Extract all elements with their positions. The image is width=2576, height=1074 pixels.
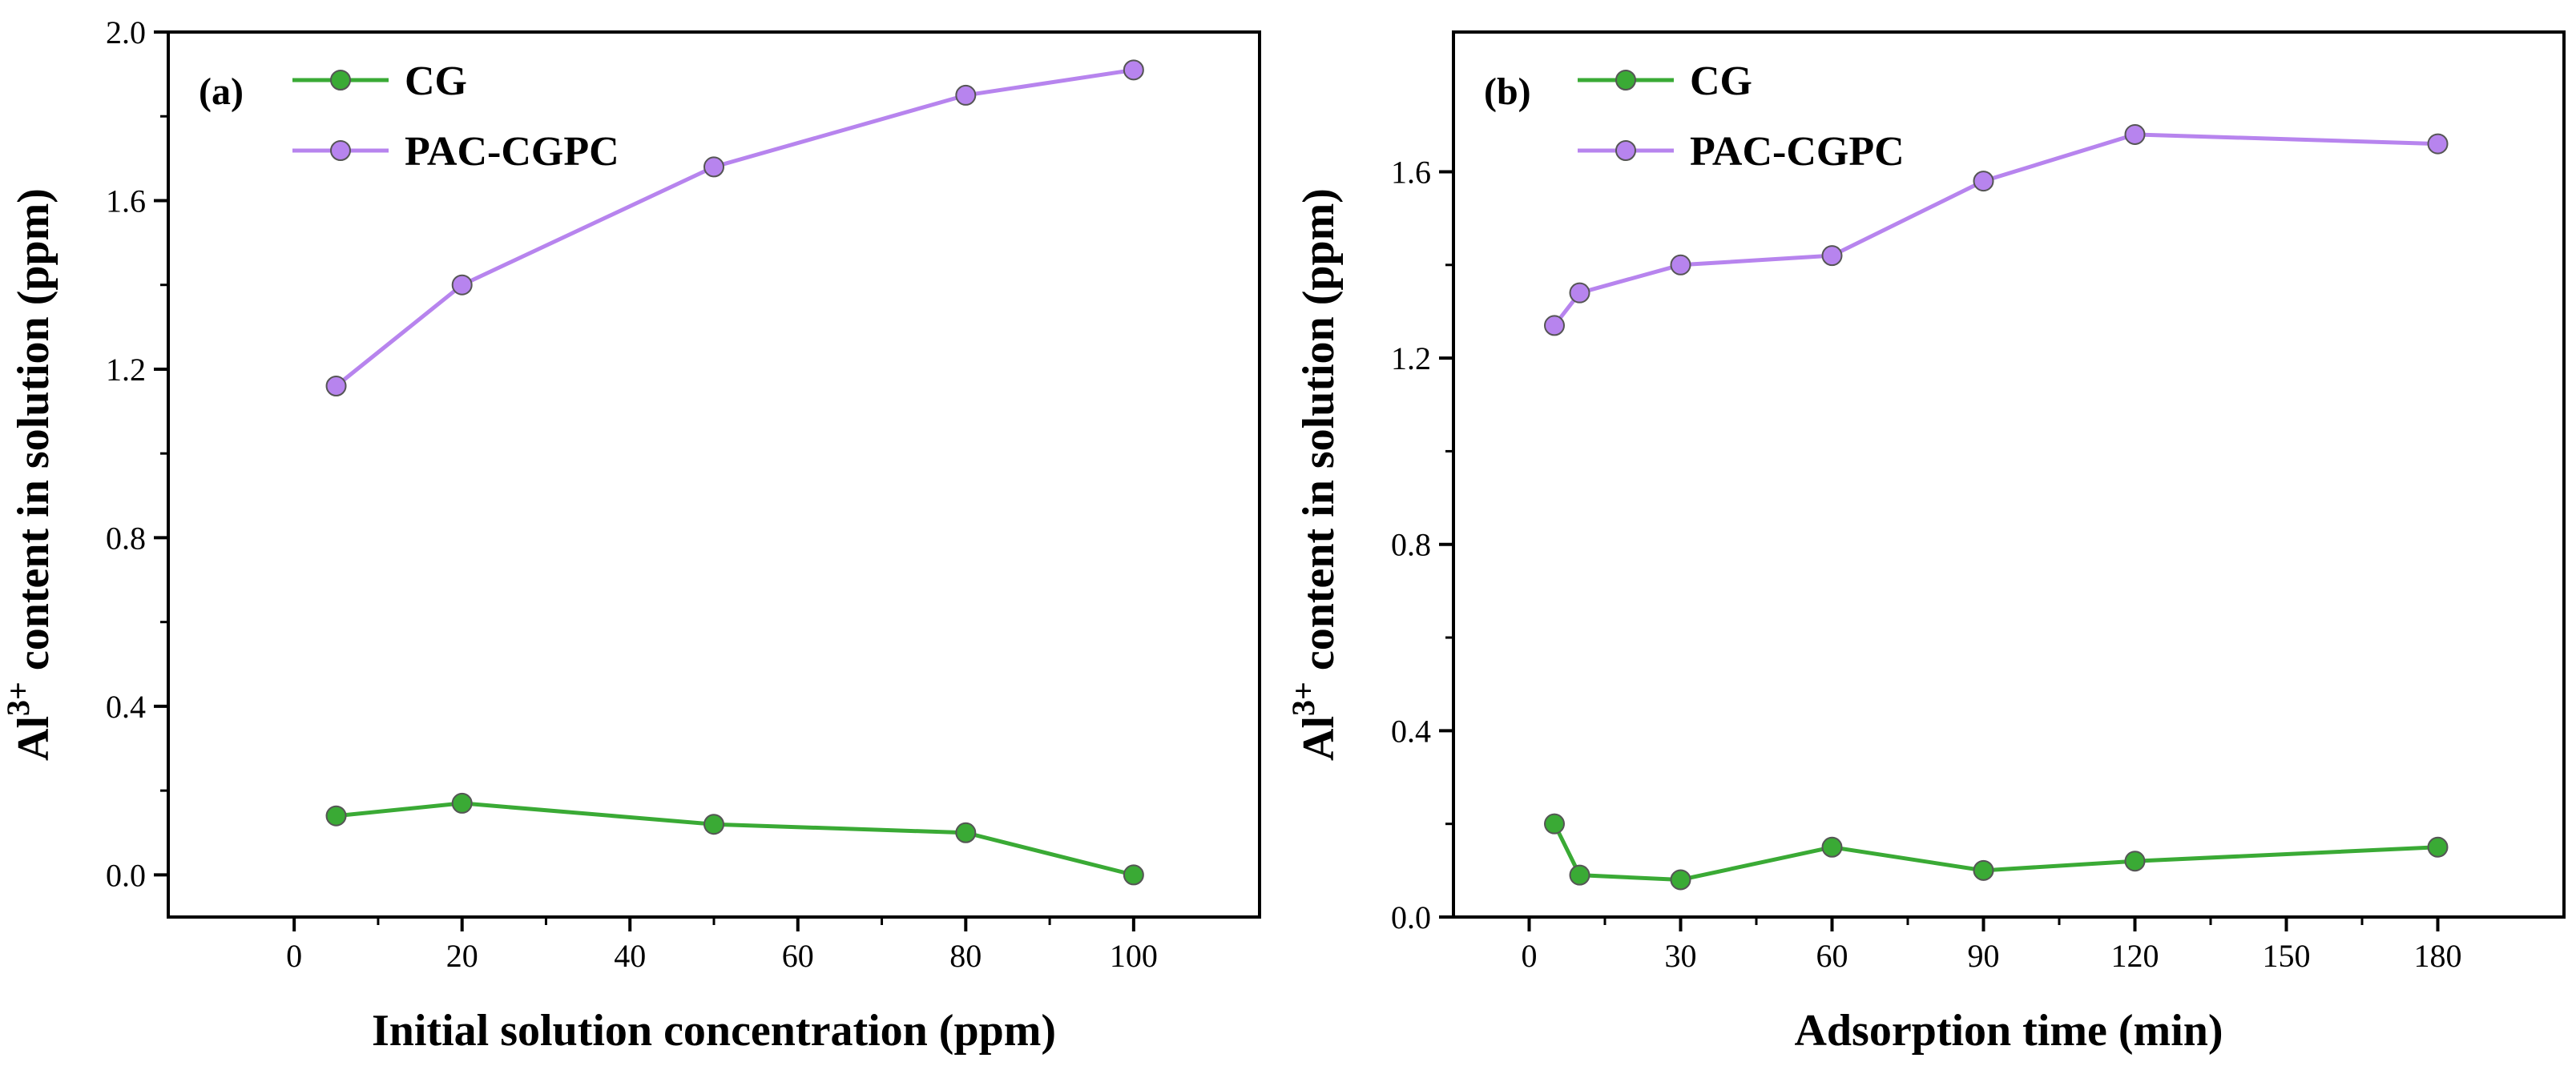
- x-tick-label: 80: [949, 938, 982, 974]
- x-tick-label: 0: [1522, 938, 1538, 974]
- data-point-pac-cgpc: [325, 376, 347, 396]
- y-tick-label: 0.4: [1391, 713, 1431, 749]
- data-point-cg: [955, 822, 977, 843]
- data-point-cg: [2427, 836, 2449, 858]
- y-tick-label: 1.2: [106, 352, 146, 388]
- x-tick-label: 60: [782, 938, 814, 974]
- data-point-pac-cgpc: [1973, 171, 1994, 192]
- legend-label-cg: CG: [405, 58, 467, 104]
- y-axis-label: Al3+ content in solution (ppm): [0, 188, 58, 761]
- y-tick-label: 1.6: [106, 183, 146, 219]
- data-point-pac-cgpc: [703, 156, 724, 178]
- legend-marker-pac-cgpc: [1615, 140, 1636, 161]
- y-axis-label-base: Al: [9, 716, 58, 761]
- y-tick-label: 2.0: [106, 14, 146, 50]
- data-point-cg: [703, 814, 724, 835]
- legend-label-cg: CG: [1690, 58, 1752, 104]
- x-tick-label: 180: [2414, 938, 2462, 974]
- y-tick-label: 0.0: [1391, 899, 1431, 935]
- x-tick-label: 30: [1665, 938, 1697, 974]
- data-point-pac-cgpc: [451, 274, 473, 296]
- series-line-pac-cgpc: [334, 67, 1135, 388]
- x-tick-label: 100: [1110, 938, 1158, 974]
- x-tick-label: 60: [1816, 938, 1848, 974]
- y-tick-label: 1.2: [1391, 340, 1431, 376]
- data-point-pac-cgpc: [955, 84, 977, 106]
- y-tick-label: 0.4: [106, 689, 146, 725]
- data-point-cg: [1670, 869, 1691, 891]
- legend-label-pac-cgpc: PAC-CGPC: [1690, 129, 1905, 175]
- legend-marker-pac-cgpc: [330, 140, 351, 161]
- data-point-cg: [1544, 813, 1565, 835]
- data-point-pac-cgpc: [1821, 245, 1843, 267]
- legend-marker-cg: [330, 70, 351, 91]
- series-line-pac-cgpc: [1553, 132, 2438, 327]
- y-axis-label-rest: content in solution (ppm): [9, 188, 58, 682]
- panel-label: (b): [1484, 70, 1531, 113]
- x-tick-label: 0: [286, 938, 302, 974]
- y-axis-label-superscript: 3+: [0, 682, 36, 716]
- data-point-pac-cgpc: [1544, 315, 1565, 336]
- panel-label: (a): [199, 70, 244, 113]
- x-tick-label: 40: [614, 938, 646, 974]
- chart-a: 0 20 40 60 80 100 0.0 0.4 0.8 1.2 1.6 2.0 Initial so…: [0, 14, 1261, 1056]
- legend-label-pac-cgpc: PAC-CGPC: [405, 129, 619, 175]
- y-tick-label: 1.6: [1391, 154, 1431, 190]
- x-axis-label: Initial solution concentration (ppm): [372, 1006, 1056, 1056]
- data-point-cg: [325, 805, 347, 827]
- y-tick-label: 0.0: [106, 857, 146, 893]
- series-line-cg: [336, 801, 1135, 877]
- y-tick-label: 0.8: [1391, 527, 1431, 563]
- x-tick-label: 90: [1968, 938, 2000, 974]
- data-point-cg: [1123, 864, 1144, 886]
- y-axis-label-base: Al: [1294, 716, 1344, 761]
- series-line-cg: [1552, 823, 2438, 882]
- data-point-cg: [1569, 864, 1590, 886]
- y-axis-label-superscript: 3+: [1285, 682, 1321, 716]
- data-point-pac-cgpc: [1670, 254, 1691, 276]
- data-point-pac-cgpc: [2124, 123, 2146, 145]
- plot-frame: [1452, 30, 2566, 919]
- data-point-cg: [2124, 851, 2146, 872]
- data-point-pac-cgpc: [2427, 133, 2449, 155]
- data-point-cg: [451, 792, 473, 814]
- data-point-pac-cgpc: [1123, 59, 1144, 81]
- x-tick-label: 20: [446, 938, 478, 974]
- y-tick-label: 0.8: [106, 520, 146, 556]
- y-axis-label: Al3+ content in solution (ppm): [1285, 188, 1344, 761]
- x-axis-label: Adsorption time (min): [1794, 1006, 2223, 1056]
- x-tick-label: 120: [2111, 938, 2159, 974]
- data-point-cg: [1973, 859, 1994, 881]
- chart-b: 0 30 60 90 120 150 180 0.0 0.4 0.8 1.2 1.6 Adsorptio…: [1285, 30, 2566, 1056]
- y-axis-label-rest: content in solution (ppm): [1294, 188, 1344, 682]
- x-tick-label: 150: [2263, 938, 2311, 974]
- data-point-pac-cgpc: [1569, 282, 1590, 304]
- legend-marker-cg: [1615, 70, 1636, 91]
- data-point-cg: [1821, 836, 1843, 858]
